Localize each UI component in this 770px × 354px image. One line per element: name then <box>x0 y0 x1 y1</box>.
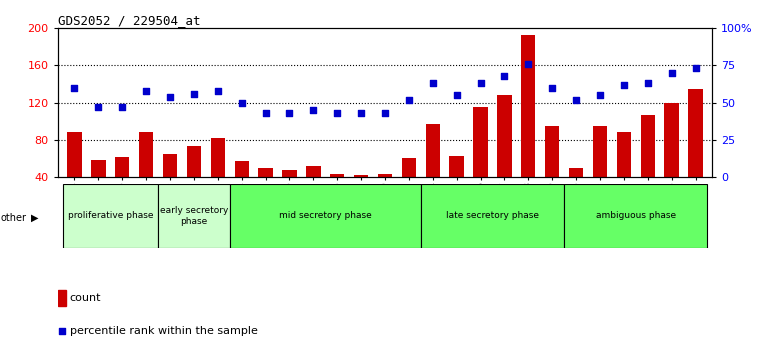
Point <box>236 100 248 105</box>
Text: mid secretory phase: mid secretory phase <box>279 211 372 221</box>
Text: ambiguous phase: ambiguous phase <box>596 211 676 221</box>
Text: ▶: ▶ <box>31 213 38 223</box>
Bar <box>402 159 416 177</box>
Point <box>546 85 558 91</box>
Bar <box>665 103 679 177</box>
Bar <box>354 175 368 177</box>
Point <box>570 97 582 103</box>
Point <box>212 88 224 93</box>
Bar <box>187 146 201 177</box>
Bar <box>421 184 564 248</box>
Point <box>164 94 176 99</box>
Point <box>92 104 105 110</box>
Text: late secretory phase: late secretory phase <box>446 211 539 221</box>
Point <box>69 85 81 91</box>
Point <box>522 61 534 67</box>
Point <box>689 65 701 71</box>
Bar <box>115 156 129 177</box>
Bar <box>474 107 487 177</box>
Bar <box>378 174 392 177</box>
Bar <box>426 124 440 177</box>
Text: early secretory
phase: early secretory phase <box>159 206 228 225</box>
Point <box>420 167 433 173</box>
Point <box>259 110 272 116</box>
Bar <box>497 95 511 177</box>
Text: other: other <box>1 213 27 223</box>
Bar <box>235 161 249 177</box>
Point <box>641 80 654 86</box>
Point <box>307 107 320 113</box>
Bar <box>641 115 655 177</box>
Point <box>474 80 487 86</box>
Bar <box>521 35 535 177</box>
Point <box>498 73 511 79</box>
Bar <box>139 132 153 177</box>
Point <box>618 82 630 88</box>
Point <box>140 88 152 93</box>
Text: count: count <box>69 293 101 303</box>
Text: GDS2052 / 229504_at: GDS2052 / 229504_at <box>58 14 200 27</box>
Bar <box>162 154 177 177</box>
Bar <box>564 184 708 248</box>
Bar <box>617 132 631 177</box>
Point <box>427 80 439 86</box>
Point <box>331 110 343 116</box>
Point <box>403 97 415 103</box>
Point <box>450 92 463 98</box>
Point <box>379 110 391 116</box>
Bar <box>306 166 320 177</box>
Text: proliferative phase: proliferative phase <box>68 211 153 221</box>
Bar <box>593 126 608 177</box>
Bar <box>259 168 273 177</box>
Text: percentile rank within the sample: percentile rank within the sample <box>69 326 257 336</box>
Bar <box>688 89 703 177</box>
Point <box>665 70 678 76</box>
Bar <box>58 290 66 306</box>
Bar <box>569 168 583 177</box>
Bar <box>67 132 82 177</box>
Point <box>355 110 367 116</box>
Point <box>283 110 296 116</box>
Bar <box>545 126 559 177</box>
Bar <box>450 156 464 177</box>
Bar <box>330 174 344 177</box>
Point <box>188 91 200 97</box>
Bar <box>229 184 421 248</box>
Bar <box>158 184 229 248</box>
Point <box>594 92 606 98</box>
Bar <box>91 160 105 177</box>
Bar <box>211 138 225 177</box>
Bar <box>283 171 296 177</box>
Point <box>116 104 129 110</box>
Bar <box>62 184 158 248</box>
